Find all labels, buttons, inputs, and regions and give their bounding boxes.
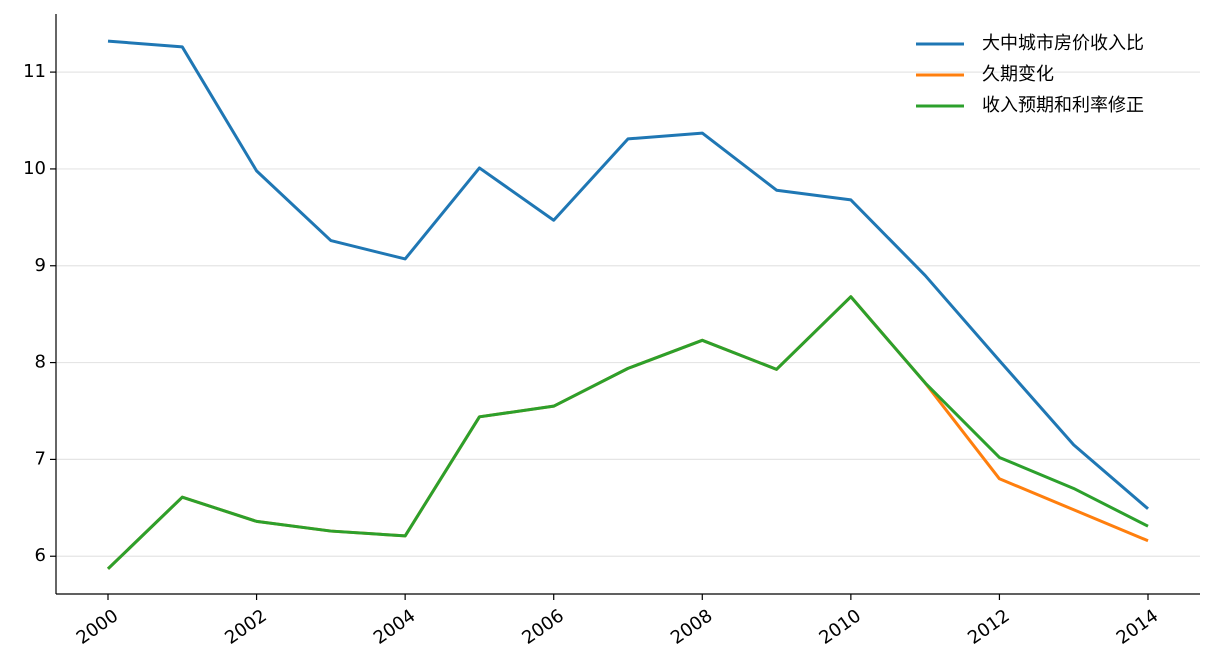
line bbox=[106, 295, 1149, 570]
x-tick-label: 2000 bbox=[73, 605, 123, 648]
line bbox=[107, 39, 1149, 510]
x-tick-label: 2008 bbox=[667, 605, 717, 648]
legend-label: 久期变化 bbox=[982, 64, 1054, 85]
x-tick-label: 2004 bbox=[370, 605, 420, 648]
x-tick-label: 2012 bbox=[964, 605, 1014, 648]
x-tick-label: 2006 bbox=[518, 605, 568, 648]
line bbox=[106, 295, 1149, 570]
y-tick-label: 8 bbox=[35, 352, 46, 373]
x-tick-label: 2010 bbox=[815, 605, 865, 648]
legend-label: 大中城市房价收入比 bbox=[982, 33, 1144, 54]
y-tick-label: 6 bbox=[35, 545, 46, 566]
y-tick-label: 10 bbox=[23, 158, 46, 179]
y-tick-label: 11 bbox=[23, 61, 46, 82]
x-tick-label: 2014 bbox=[1113, 605, 1163, 648]
legend-label: 收入预期和利率修正 bbox=[982, 95, 1144, 116]
x-tick-label: 2002 bbox=[221, 605, 271, 648]
y-tick-label: 7 bbox=[35, 448, 46, 469]
y-tick-label: 9 bbox=[35, 255, 46, 276]
